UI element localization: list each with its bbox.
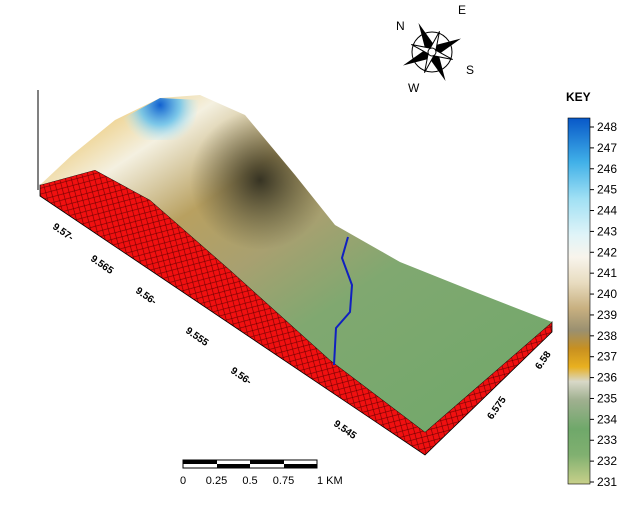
compass xyxy=(402,22,462,82)
stream xyxy=(333,236,354,366)
legend-tick-label: 239 xyxy=(597,308,617,322)
legend-tick-label: 243 xyxy=(597,224,617,238)
legend-tick-label: 233 xyxy=(597,433,617,447)
scale-labels: 0 0.25 0.5 0.75 1 KM xyxy=(180,475,343,487)
scale-label: 0.25 xyxy=(206,475,227,487)
y-axis-label: 9.57- xyxy=(50,221,75,243)
peak xyxy=(120,98,200,140)
legend-tick-label: 248 xyxy=(597,120,617,134)
scale-label: 0.75 xyxy=(273,475,294,487)
legend-tick-label: 245 xyxy=(597,183,617,197)
legend-tick-label: 241 xyxy=(597,266,617,280)
legend-title: KEY xyxy=(566,90,591,104)
scale-label: 0.5 xyxy=(242,475,257,487)
legend-tick-label: 240 xyxy=(597,287,617,301)
compass-s: S xyxy=(466,63,474,77)
legend-ticks: 231 232 233 234 235 236 237 238 239 240 241 242 243 2… xyxy=(590,120,617,489)
legend-tick-label: 247 xyxy=(597,141,617,155)
legend-tick-label: 238 xyxy=(597,329,617,343)
legend-tick-label: 235 xyxy=(597,391,617,405)
scale-bar xyxy=(182,459,318,469)
y-axis-label: 9.555 xyxy=(183,325,210,349)
scale-label: 0 xyxy=(180,475,186,487)
legend-tick-label: 246 xyxy=(597,162,617,176)
surface-shade xyxy=(40,95,552,432)
compass-e: E xyxy=(458,3,466,17)
compass-n: N xyxy=(396,19,405,33)
y-axis-label: 9.56- xyxy=(228,365,253,387)
y-axis-label: 9.545 xyxy=(331,418,358,442)
legend-bar xyxy=(567,117,591,485)
y-axis-label: 9.565 xyxy=(88,253,115,277)
legend-tick-label: 244 xyxy=(597,204,617,218)
x-axis-label: 6.58 xyxy=(533,349,553,372)
scale-label: 1 KM xyxy=(317,475,343,487)
legend-tick-label: 237 xyxy=(597,350,617,364)
legend-tick-label: 236 xyxy=(597,371,617,385)
legend-tick-label: 232 xyxy=(597,454,617,468)
x-axis-label: 6.575 xyxy=(485,395,509,422)
compass-w: W xyxy=(408,81,420,95)
y-axis-label: 9.56- xyxy=(133,285,158,307)
legend-tick-label: 234 xyxy=(597,412,617,426)
legend-tick-label: 242 xyxy=(597,245,617,259)
legend-tick-label: 231 xyxy=(597,475,617,489)
